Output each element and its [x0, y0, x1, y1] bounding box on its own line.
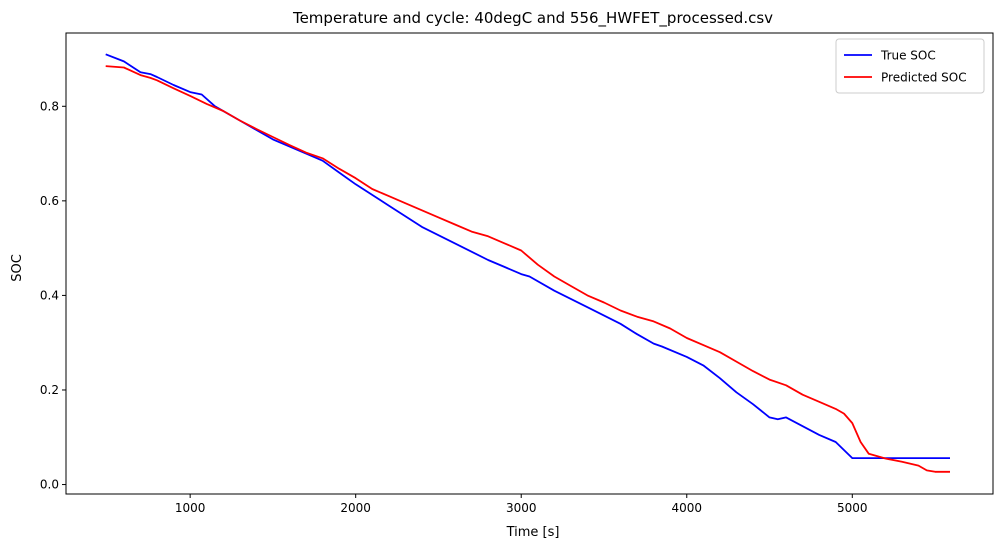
- chart-title: Temperature and cycle: 40degC and 556_HW…: [292, 9, 773, 28]
- x-tick-label: 3000: [506, 501, 537, 515]
- y-tick-label: 0.6: [40, 194, 59, 208]
- x-tick-label: 5000: [837, 501, 868, 515]
- y-tick-label: 0.2: [40, 383, 59, 397]
- legend-box: [835, 38, 985, 94]
- y-tick-label: 0.8: [40, 99, 59, 113]
- x-tick-label: 2000: [340, 501, 371, 515]
- series-line-predicted-soc: [105, 65, 950, 473]
- y-tick-label: 0.4: [40, 288, 59, 302]
- legend: True SOC Predicted SOC: [835, 38, 985, 94]
- legend-label-true-soc: True SOC: [880, 49, 936, 63]
- plot-area: 1000 2000 3000 4000 5000 0.0 0.2 0.4 0.6 0.8 True …: [40, 32, 994, 515]
- x-tick-label: 4000: [671, 501, 702, 515]
- x-tick-label: 1000: [175, 501, 206, 515]
- x-axis-label: Time [s]: [506, 525, 560, 540]
- y-axis-label: SOC: [10, 254, 25, 282]
- legend-label-predicted-soc: Predicted SOC: [881, 71, 967, 85]
- series-line-true-soc: [105, 53, 950, 460]
- y-tick-label: 0.0: [40, 478, 59, 492]
- axes-frame: [65, 32, 994, 495]
